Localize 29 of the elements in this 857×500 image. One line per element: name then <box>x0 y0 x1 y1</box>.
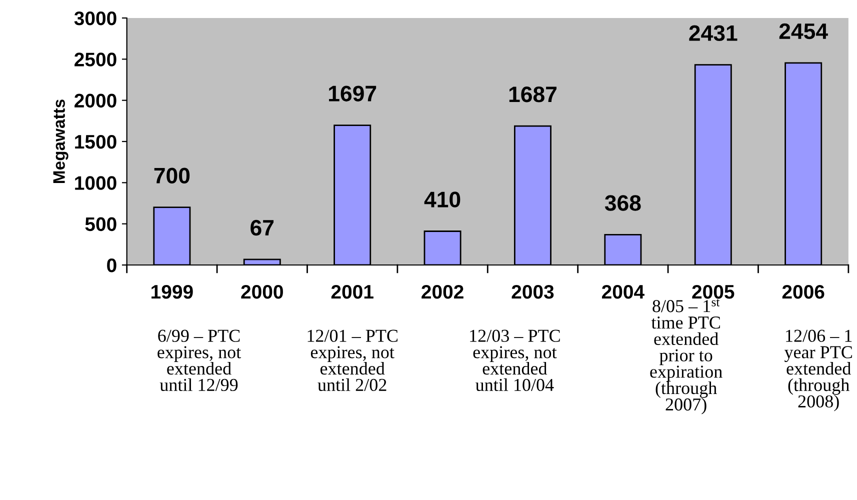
y-tick-label: 500 <box>85 217 116 232</box>
y-tick-label: 3000 <box>74 11 116 26</box>
x-tick-label: 2003 <box>512 284 554 299</box>
x-tick-label: 2002 <box>422 284 464 299</box>
x-tick-label: 2001 <box>331 284 374 299</box>
text: 12/01 – PTC expires, not extended until 2/02 <box>308 330 398 392</box>
text: 8/05 – 1$^{st}$ time PTC extended prior to expiration (through 2007) <box>650 299 722 414</box>
x-tick-label: 2000 <box>241 284 283 299</box>
data-label: 1697 <box>329 86 376 102</box>
data-label: 410 <box>424 192 460 208</box>
y-tick-label: 0 <box>107 258 116 272</box>
text: 6/99 – PTC expires, not extended until 12/99 <box>158 330 242 392</box>
text: 12/06 – 1 year PTC extended (through 2008) <box>784 330 852 412</box>
x-tick-label: 1999 <box>152 284 193 299</box>
data-label: 2454 <box>779 23 828 40</box>
data-label: 700 <box>154 168 190 184</box>
y-tick-label: 1500 <box>75 134 116 149</box>
data-label: 67 <box>250 220 274 236</box>
x-tick-label: 2005 <box>692 284 734 299</box>
text: 12/03 – PTC expires, not extended until 10/04 <box>470 330 560 392</box>
x-tick-label: 2006 <box>782 284 824 299</box>
y-tick-label: 1000 <box>75 176 116 190</box>
data-label: 368 <box>604 195 641 211</box>
data-label: 1687 <box>509 86 556 102</box>
data-label: 2431 <box>689 25 738 42</box>
y-axis-title: Megawatts <box>53 100 68 183</box>
x-tick-label: 2004 <box>602 284 644 299</box>
y-tick-label: 2500 <box>74 52 116 66</box>
y-tick-label: 2000 <box>74 94 116 108</box>
